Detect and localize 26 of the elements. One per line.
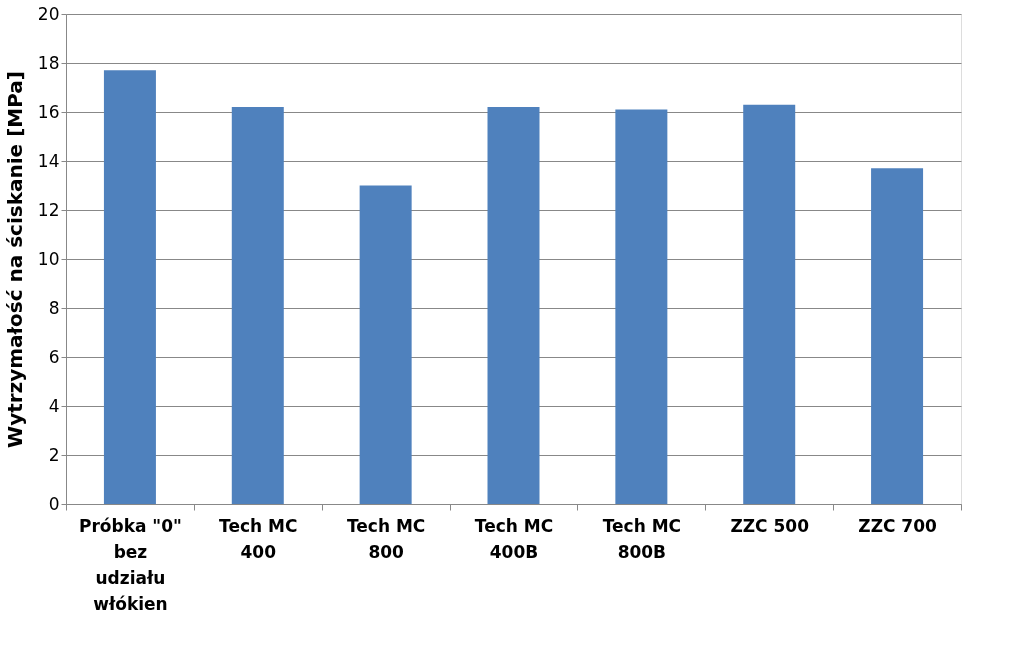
bar: [487, 107, 540, 504]
y-tick-label: 10: [37, 248, 60, 269]
y-axis-title: Wytrzymałość na ściskanie [MPa]: [2, 71, 27, 448]
bar: [743, 104, 796, 504]
bar: [615, 109, 668, 504]
y-tick-label: 16: [37, 101, 60, 122]
x-tick-label: Tech MC 400: [219, 515, 298, 562]
y-tick-label: 4: [48, 395, 60, 416]
x-tick-label: Tech MC 400B: [474, 515, 554, 562]
x-tick-label: ZZC 700: [858, 515, 937, 536]
x-tick-label: ZZC 500: [730, 515, 810, 536]
x-tick-label: Tech MC 800B: [602, 515, 682, 562]
y-tick-label: 8: [48, 297, 60, 318]
y-tick-label: 6: [48, 346, 60, 367]
x-tick-label: Próbka "0" bez udziału włókien: [78, 515, 182, 614]
y-tick-label: 2: [48, 444, 60, 465]
y-tick-label: 14: [37, 150, 60, 171]
y-tick-label: 20: [37, 3, 60, 24]
y-tick-label: 18: [37, 52, 60, 73]
bar: [871, 168, 924, 504]
y-tick-label: 12: [37, 199, 60, 220]
x-tick-label: Tech MC 800: [346, 515, 426, 562]
bar: [231, 107, 284, 504]
y-tick-label: 0: [48, 493, 60, 514]
bar: [103, 70, 156, 504]
bar: [359, 185, 412, 504]
